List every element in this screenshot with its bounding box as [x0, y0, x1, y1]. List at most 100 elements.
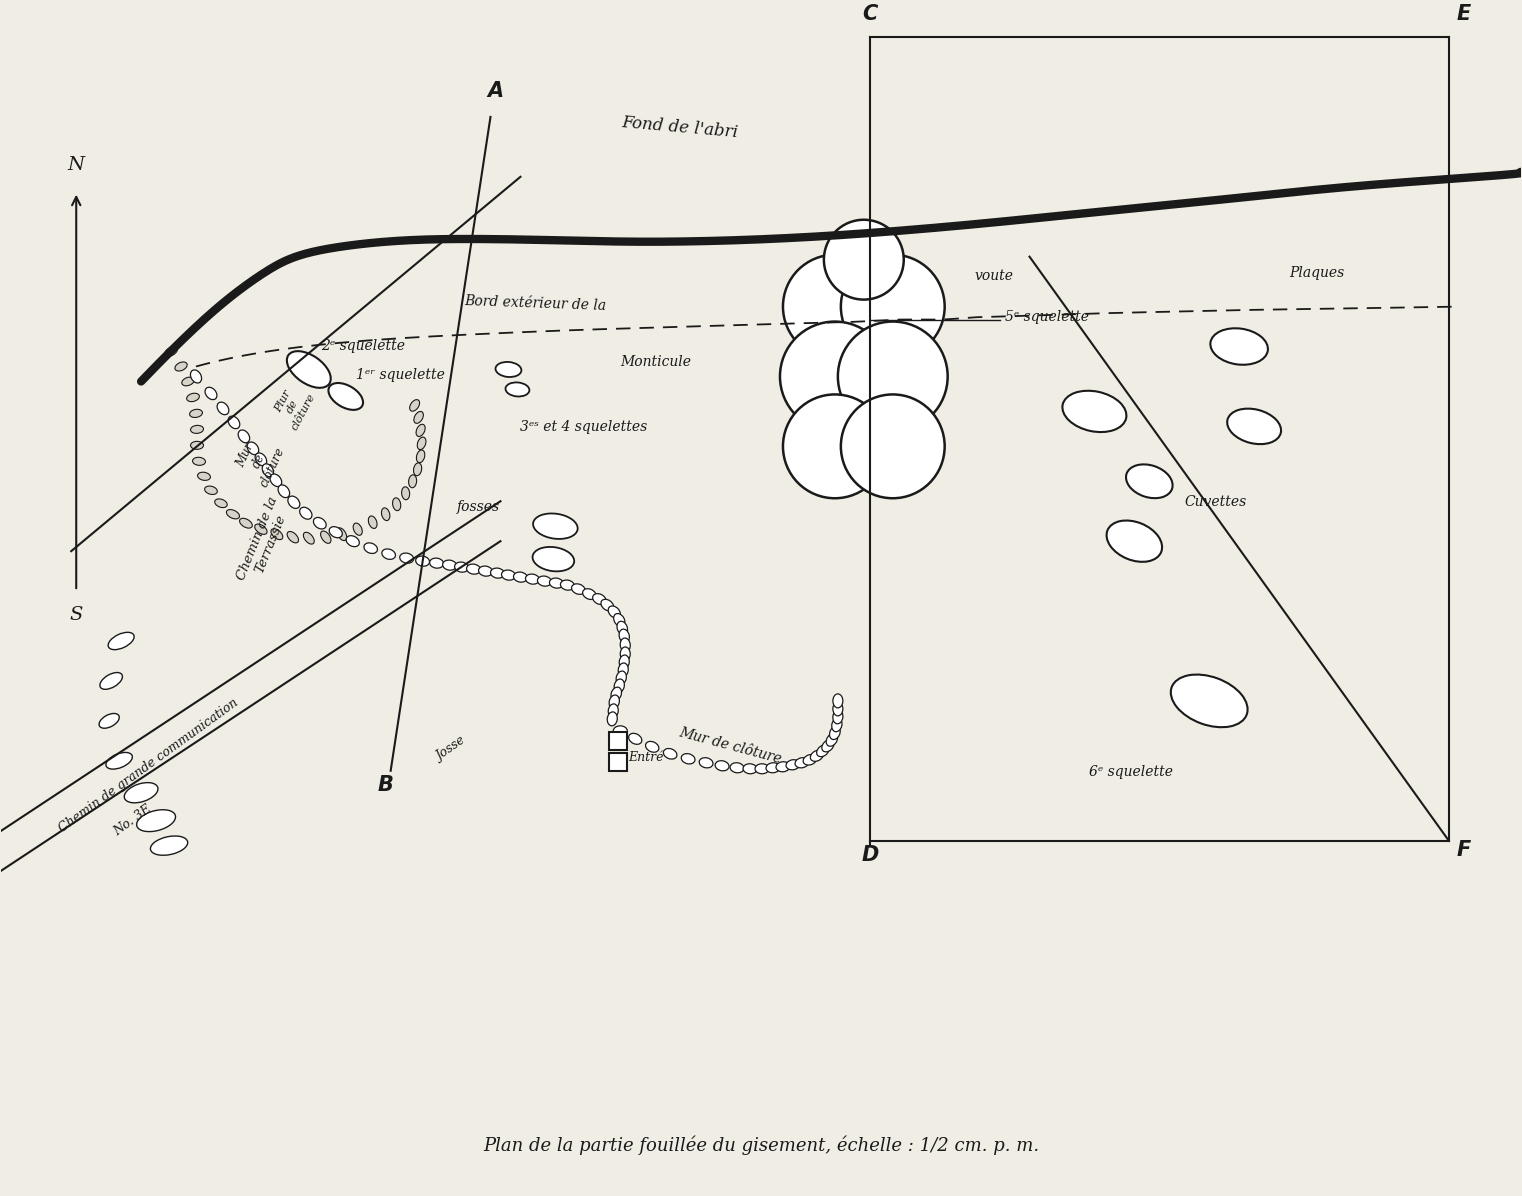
- Ellipse shape: [833, 710, 843, 724]
- Ellipse shape: [1126, 464, 1172, 499]
- Text: 5ᵉ squelette: 5ᵉ squelette: [1005, 310, 1088, 324]
- Ellipse shape: [151, 836, 187, 855]
- Ellipse shape: [766, 763, 779, 773]
- Text: Mur
de
clôture: Mur de clôture: [230, 433, 288, 489]
- Ellipse shape: [286, 352, 330, 388]
- Text: Plaques: Plaques: [1289, 266, 1344, 280]
- Ellipse shape: [592, 593, 606, 604]
- Circle shape: [839, 322, 948, 432]
- Circle shape: [840, 395, 945, 499]
- Circle shape: [779, 322, 890, 432]
- Ellipse shape: [321, 531, 330, 543]
- Ellipse shape: [190, 441, 204, 450]
- Ellipse shape: [1227, 409, 1282, 444]
- Ellipse shape: [237, 431, 250, 443]
- Ellipse shape: [613, 726, 627, 736]
- Text: 2ᵉ squelette: 2ᵉ squelette: [321, 338, 405, 353]
- Ellipse shape: [364, 543, 377, 554]
- Text: No. 3E: No. 3E: [111, 803, 154, 838]
- Ellipse shape: [613, 679, 624, 692]
- Ellipse shape: [417, 450, 425, 463]
- Text: F: F: [1457, 840, 1470, 860]
- Ellipse shape: [164, 347, 178, 356]
- Ellipse shape: [227, 509, 239, 519]
- Ellipse shape: [190, 370, 201, 383]
- Ellipse shape: [513, 572, 527, 582]
- Ellipse shape: [817, 745, 829, 757]
- Ellipse shape: [254, 524, 266, 535]
- Ellipse shape: [279, 484, 289, 498]
- Ellipse shape: [218, 402, 228, 415]
- Ellipse shape: [601, 599, 613, 611]
- Ellipse shape: [613, 614, 626, 627]
- Ellipse shape: [239, 518, 253, 529]
- Ellipse shape: [414, 411, 423, 423]
- Text: voute: voute: [974, 269, 1014, 282]
- Text: Mur de clôture: Mur de clôture: [677, 726, 782, 767]
- Ellipse shape: [629, 733, 642, 744]
- Circle shape: [823, 220, 904, 300]
- Ellipse shape: [478, 566, 493, 576]
- Ellipse shape: [416, 425, 425, 437]
- Text: Cuvettes: Cuvettes: [1184, 495, 1247, 509]
- Ellipse shape: [831, 718, 842, 732]
- Ellipse shape: [609, 704, 618, 718]
- Ellipse shape: [776, 762, 790, 771]
- Ellipse shape: [699, 758, 712, 768]
- Ellipse shape: [416, 556, 429, 566]
- Ellipse shape: [490, 568, 504, 578]
- Ellipse shape: [417, 437, 426, 450]
- Ellipse shape: [619, 629, 630, 643]
- Text: Plan de la partie fouillée du gisement, échelle : 1/2 cm. p. m.: Plan de la partie fouillée du gisement, …: [482, 1135, 1040, 1155]
- Ellipse shape: [288, 496, 300, 508]
- Ellipse shape: [826, 733, 837, 746]
- Text: E: E: [1457, 4, 1470, 24]
- Ellipse shape: [572, 584, 584, 594]
- Text: Monticule: Monticule: [621, 355, 691, 370]
- Ellipse shape: [393, 498, 400, 511]
- Ellipse shape: [107, 752, 132, 769]
- Ellipse shape: [247, 443, 259, 454]
- Ellipse shape: [743, 764, 756, 774]
- Ellipse shape: [505, 383, 530, 397]
- Ellipse shape: [1210, 328, 1268, 365]
- Ellipse shape: [621, 647, 630, 661]
- Ellipse shape: [345, 536, 359, 547]
- Ellipse shape: [619, 655, 629, 669]
- Ellipse shape: [715, 761, 729, 771]
- Ellipse shape: [607, 712, 618, 726]
- Text: A: A: [487, 81, 504, 100]
- Ellipse shape: [175, 362, 187, 371]
- Ellipse shape: [409, 399, 420, 411]
- Ellipse shape: [314, 518, 326, 529]
- Ellipse shape: [215, 499, 227, 507]
- Ellipse shape: [645, 742, 659, 752]
- Ellipse shape: [804, 755, 817, 765]
- Ellipse shape: [190, 426, 204, 433]
- Ellipse shape: [329, 383, 364, 410]
- Ellipse shape: [353, 523, 362, 536]
- Ellipse shape: [329, 526, 342, 538]
- Ellipse shape: [336, 527, 347, 541]
- Text: C: C: [861, 4, 878, 24]
- Ellipse shape: [382, 508, 390, 520]
- Text: Entré: Entré: [629, 751, 664, 764]
- Text: B: B: [377, 775, 394, 794]
- Bar: [609, 752, 627, 770]
- Text: Chemin de grande communication: Chemin de grande communication: [56, 696, 240, 835]
- Ellipse shape: [731, 763, 744, 773]
- Ellipse shape: [533, 513, 578, 539]
- Ellipse shape: [414, 463, 422, 476]
- Text: D: D: [861, 844, 878, 865]
- Ellipse shape: [204, 486, 218, 494]
- Ellipse shape: [99, 714, 119, 728]
- Text: S: S: [70, 606, 82, 624]
- Ellipse shape: [262, 464, 274, 477]
- Text: fosses: fosses: [457, 500, 501, 514]
- Ellipse shape: [368, 515, 377, 529]
- Text: 6ᵉ squelette: 6ᵉ squelette: [1090, 764, 1173, 779]
- Ellipse shape: [833, 694, 843, 708]
- Ellipse shape: [1062, 391, 1126, 432]
- Text: Chemin de la
Terrassie: Chemin de la Terrassie: [234, 495, 294, 587]
- Ellipse shape: [829, 726, 840, 739]
